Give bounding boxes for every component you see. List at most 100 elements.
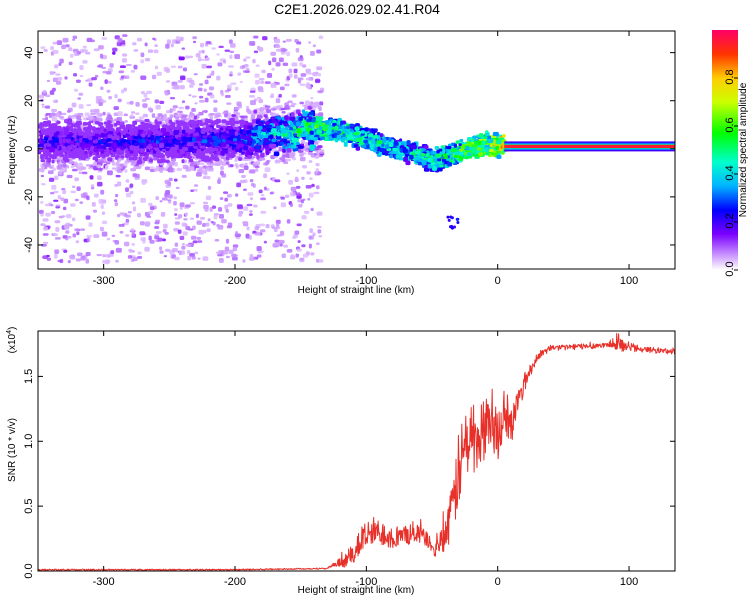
heatmap-cell <box>190 155 195 159</box>
heatmap-cell <box>225 208 229 213</box>
heatmap-cell <box>296 223 302 227</box>
heatmap-cell <box>245 56 251 59</box>
heatmap-cell <box>41 105 46 109</box>
heatmap-cell <box>122 53 128 57</box>
heatmap-cell <box>77 252 83 257</box>
heatmap-cell <box>55 206 61 209</box>
heatmap-cell <box>97 175 102 180</box>
heatmap-cell <box>289 202 293 207</box>
heatmap-cell <box>67 118 73 124</box>
heatmap-cell <box>188 113 195 119</box>
heatmap-cell <box>63 249 68 253</box>
heatmap-cell <box>54 64 59 69</box>
heatmap-cell <box>266 127 271 133</box>
heatmap-cell <box>133 64 138 70</box>
heatmap-cell <box>300 73 307 77</box>
heatmap-cell <box>88 222 93 227</box>
heatmap-cell <box>213 99 218 103</box>
heatmap-cell <box>239 179 246 184</box>
heatmap-cell <box>293 68 298 74</box>
heatmap-cell <box>314 156 319 159</box>
heatmap-cell <box>136 37 143 42</box>
heatmap-cell <box>165 159 170 164</box>
heatmap-cell <box>42 218 49 222</box>
heatmap-cell <box>153 129 159 135</box>
heatmap-cell <box>311 103 318 107</box>
heatmap-cell <box>191 256 196 260</box>
heatmap-cell <box>101 220 108 225</box>
heatmap-cell <box>154 99 160 104</box>
heatmap-cell <box>204 208 209 212</box>
heatmap-cell <box>122 34 128 37</box>
heatmap-cell <box>70 165 75 169</box>
heatmap-cell <box>238 169 245 174</box>
heatmap-cell <box>236 182 242 188</box>
heatmap-cell <box>308 192 314 198</box>
heatmap-cell <box>263 186 267 190</box>
heatmap-cell <box>160 211 166 217</box>
heatmap-cell <box>254 73 260 78</box>
heatmap-cell <box>186 155 192 159</box>
heatmap-cell <box>193 73 198 76</box>
heatmap-cell <box>249 169 256 174</box>
heatmap-cell <box>202 223 206 228</box>
heatmap-cell <box>86 195 90 201</box>
heatmap-cell <box>127 255 133 259</box>
heatmap-cell <box>144 57 151 62</box>
heatmap-cell <box>289 256 296 260</box>
heatmap-cell <box>76 50 81 55</box>
heatmap-cell <box>96 150 100 156</box>
heatmap-cell <box>176 167 183 172</box>
heatmap-cell <box>252 152 259 156</box>
heatmap-cell <box>234 86 239 91</box>
heatmap-cell <box>316 49 322 54</box>
heatmap-cell <box>62 163 67 168</box>
heatmap-cell <box>114 202 118 207</box>
heatmap-cell <box>316 211 323 216</box>
heatmap-cell <box>131 242 135 246</box>
heatmap-cell <box>142 113 148 118</box>
heatmap-cell <box>131 231 135 236</box>
heatmap-cell <box>189 111 193 116</box>
heatmap-cell <box>62 206 67 211</box>
heatmap-cell <box>196 172 202 177</box>
heatmap-cell <box>58 170 63 175</box>
heatmap-cell <box>144 42 148 47</box>
heatmap-cell <box>80 228 86 231</box>
heatmap-cell <box>51 167 56 172</box>
heatmap-cell <box>90 184 95 188</box>
heatmap-cell <box>243 165 249 170</box>
heatmap-cell <box>243 206 249 211</box>
heatmap-cell <box>100 100 107 103</box>
heatmap-cell <box>41 183 46 186</box>
heatmap-cell <box>218 213 225 219</box>
heatmap-cell <box>209 73 215 76</box>
heatmap-cell <box>278 57 284 63</box>
heatmap-cell <box>111 162 116 166</box>
heatmap-cell <box>276 234 282 237</box>
heatmap-cell <box>101 211 106 215</box>
heatmap-cell <box>123 241 130 247</box>
heatmap-cell <box>184 55 190 59</box>
heatmap-cell <box>195 53 201 58</box>
heatmap-cell <box>224 95 231 98</box>
heatmap-cell <box>168 162 175 166</box>
heatmap-cell <box>220 92 225 97</box>
heatmap-cell <box>260 80 265 84</box>
heatmap-cell <box>270 224 275 229</box>
heatmap-cell <box>167 199 172 202</box>
heatmap-cell <box>185 105 190 110</box>
heatmap-cell <box>266 73 273 78</box>
heatmap-cell <box>257 251 263 254</box>
heatmap-cell <box>219 197 224 201</box>
heatmap-cell <box>213 213 220 216</box>
heatmap-cell <box>197 257 201 260</box>
heatmap-cell <box>317 225 322 229</box>
heatmap-cell <box>169 114 174 119</box>
heatmap-cell <box>186 249 191 255</box>
heatmap-cell <box>306 171 311 175</box>
heatmap-cell <box>181 222 187 227</box>
heatmap-cell <box>168 177 173 182</box>
heatmap-cell <box>41 165 45 171</box>
heatmap-cell <box>496 154 502 159</box>
